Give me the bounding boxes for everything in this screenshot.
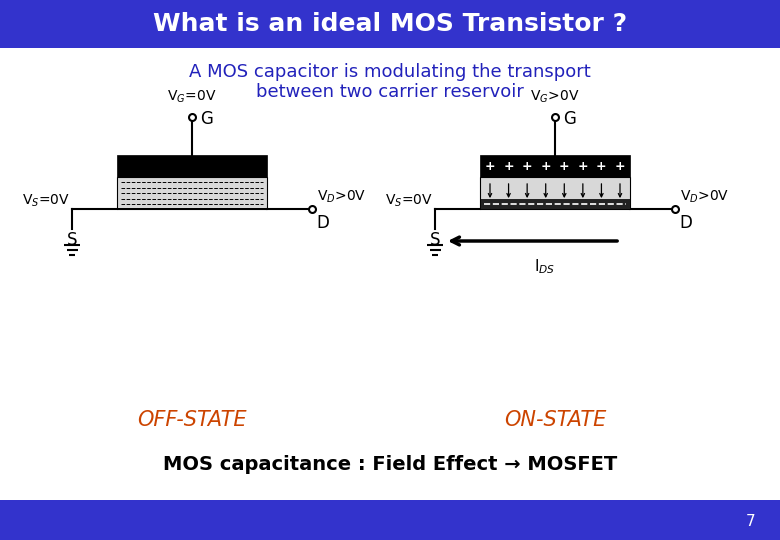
Bar (480, 177, 630, 209)
Text: V$_G$=0V: V$_G$=0V (167, 89, 216, 105)
Text: S: S (67, 231, 77, 249)
Text: V$_S$=0V: V$_S$=0V (22, 193, 70, 209)
Text: OFF-STATE: OFF-STATE (137, 410, 246, 430)
Text: V$_D$>0V: V$_D$>0V (317, 189, 367, 205)
Text: +: + (596, 159, 607, 172)
Text: G: G (200, 110, 213, 128)
Text: +: + (559, 159, 569, 172)
Bar (0, 500, 780, 540)
Bar (0, 0, 780, 48)
Text: 7: 7 (746, 515, 755, 530)
Bar (480, 155, 630, 177)
Text: D: D (317, 214, 329, 232)
Text: V$_D$>0V: V$_D$>0V (680, 189, 729, 205)
Text: V$_G$>0V: V$_G$>0V (530, 89, 580, 105)
Bar (480, 199, 630, 209)
Text: +: + (522, 159, 533, 172)
Text: +: + (615, 159, 626, 172)
Text: between two carrier reservoir: between two carrier reservoir (256, 83, 524, 101)
Text: +: + (577, 159, 588, 172)
Text: +: + (484, 159, 495, 172)
Text: G: G (563, 110, 576, 128)
Text: D: D (679, 214, 693, 232)
Text: What is an ideal MOS Transistor ?: What is an ideal MOS Transistor ? (153, 12, 627, 36)
Text: +: + (503, 159, 514, 172)
Bar (117, 177, 267, 209)
Text: +: + (541, 159, 551, 172)
Text: S: S (430, 231, 440, 249)
Bar (117, 155, 267, 177)
Text: V$_S$=0V: V$_S$=0V (385, 193, 433, 209)
Bar (117, 208, 267, 209)
Text: A MOS capacitor is modulating the transport: A MOS capacitor is modulating the transp… (189, 63, 591, 81)
Text: ON-STATE: ON-STATE (504, 410, 606, 430)
Text: I$_{DS}$: I$_{DS}$ (534, 257, 555, 276)
Text: MOS capacitance : Field Effect → MOSFET: MOS capacitance : Field Effect → MOSFET (163, 456, 617, 475)
